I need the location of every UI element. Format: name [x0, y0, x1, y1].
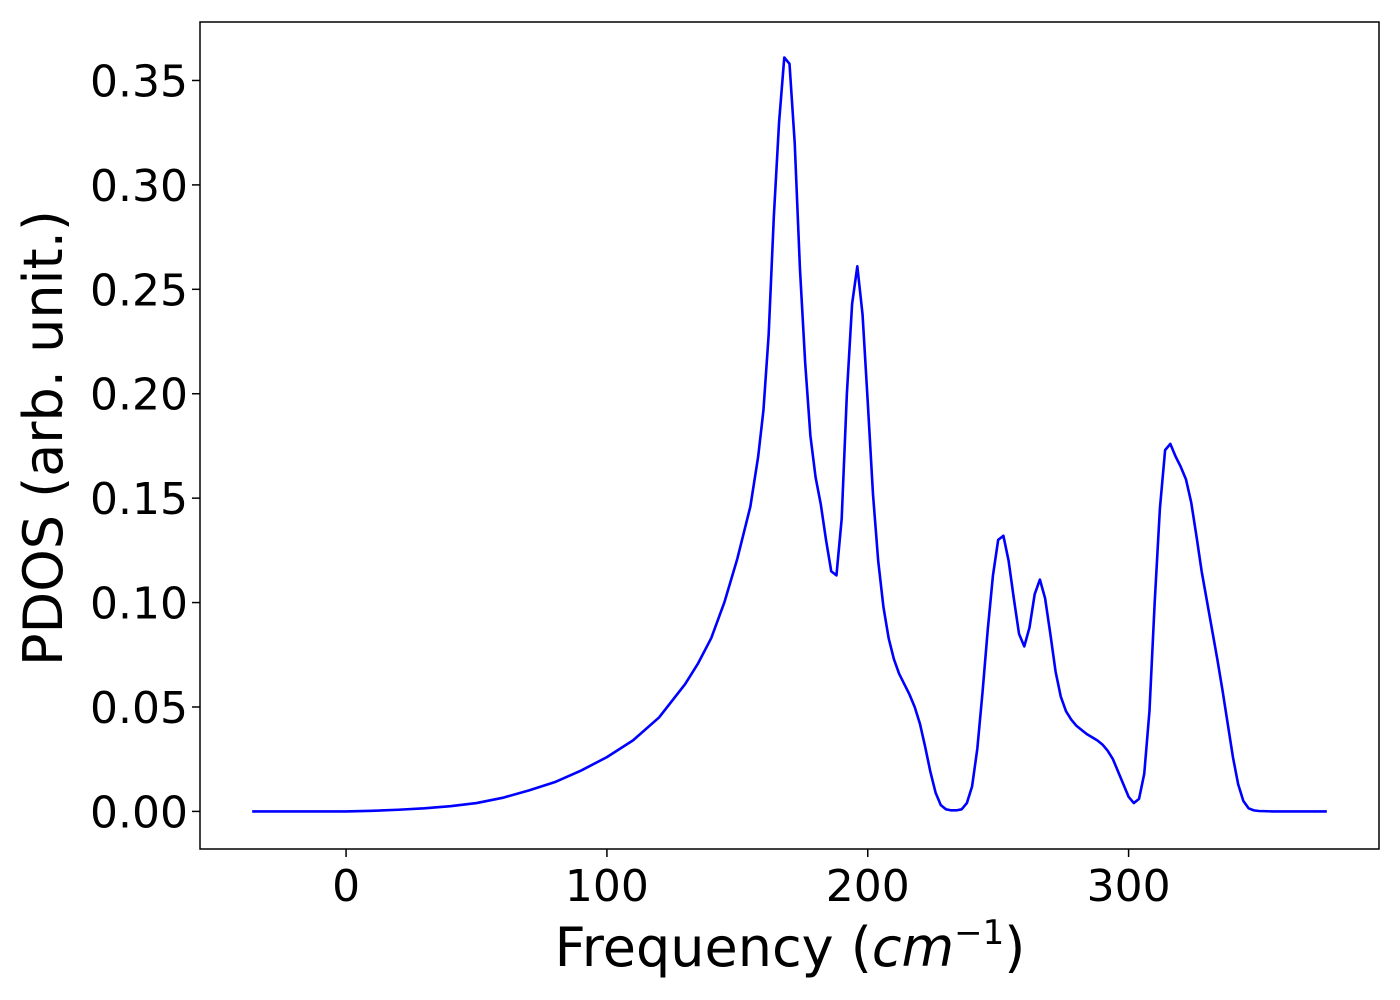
y-tick-label: 0.10 [90, 579, 188, 630]
x-axis-label: Frequency (cm−1) [555, 913, 1026, 979]
x-tick-label: 300 [1087, 861, 1171, 912]
y-tick-label: 0.05 [90, 683, 188, 734]
x-axis: 0 100 200 300 [332, 849, 1171, 912]
plot-area [252, 56, 1327, 813]
x-tick-label: 200 [826, 861, 910, 912]
x-tick-label: 100 [565, 861, 649, 912]
y-tick-label: 0.20 [90, 370, 188, 421]
y-tick-label: 0.15 [90, 474, 188, 525]
pdos-series-line-0 [252, 56, 1327, 813]
y-tick-label: 0.35 [90, 56, 188, 107]
y-tick-label: 0.25 [90, 265, 188, 316]
y-axis-label: PDOS (arb. unit.) [12, 210, 75, 666]
y-tick-label: 0.30 [90, 161, 188, 212]
y-axis: 0.00 0.05 0.10 0.15 0.20 0.25 0.30 0.35 [90, 56, 200, 838]
plot-frame [199, 21, 1380, 850]
y-tick-label: 0.00 [90, 787, 188, 838]
x-tick-label: 0 [332, 861, 360, 912]
